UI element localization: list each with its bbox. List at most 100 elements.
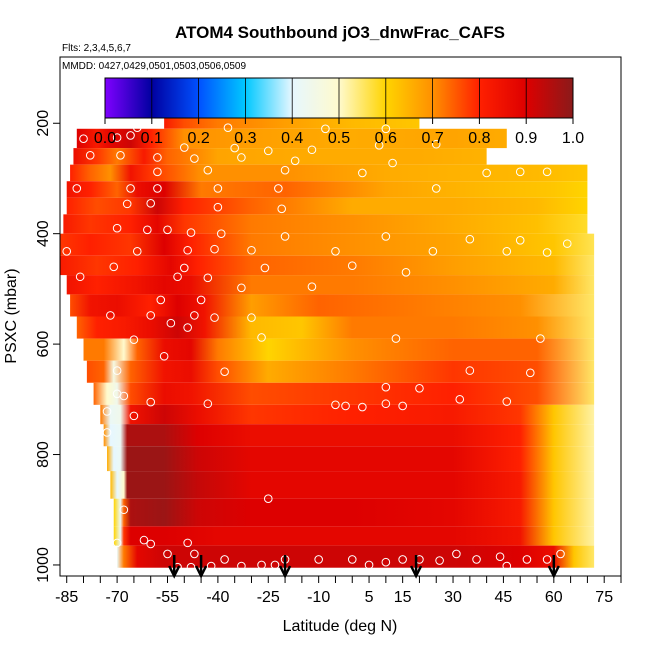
x-axis-label: Latitude (deg N) [283,618,398,635]
sample-point [139,535,149,545]
colorbar-tick-label: 0.6 [375,130,397,147]
colorbar-tick-label: 0.0 [94,130,116,147]
sample-point [213,184,223,193]
sample-point [166,318,176,328]
x-axis: -85 -70 -55 -40 -25 -10 5 15 30 45 60 75 [55,576,622,606]
sample-point [129,335,139,344]
x-tick-label: 60 [545,589,563,606]
sample-point [502,247,512,256]
sample-point [146,199,156,208]
sample-point [173,272,182,282]
heatmap-band [66,181,588,198]
sample-point [455,395,465,404]
sample-point [183,323,192,332]
sample-point [388,158,397,168]
sample-point [126,184,135,193]
sample-point [213,202,223,212]
sample-point [102,407,112,416]
sample-point [472,555,481,564]
heatmap-band [117,545,595,568]
sample-point [210,313,219,322]
sample-point [247,313,256,322]
x-tick-label: -85 [55,589,78,606]
sample-point [358,402,367,412]
sample-point [109,262,119,272]
sample-point [347,555,357,564]
y-tick-label: 1000 [35,547,52,583]
sample-point [482,168,491,178]
heatmap-band [107,446,595,472]
sample-point [183,245,192,255]
sample-point [270,560,280,570]
sample-point [331,247,340,256]
sample-point [381,557,391,567]
sample-point [143,225,152,235]
sample-point [159,351,169,361]
sample-point [190,154,199,163]
sample-point [331,400,340,410]
heatmap-band [66,197,588,215]
x-tick-label: -55 [156,589,179,606]
sample-point [247,245,256,255]
heatmap-band [113,498,595,527]
sample-point [112,366,122,375]
sample-point [431,139,441,149]
sample-point [381,382,391,392]
sample-point [314,555,323,564]
sample-point [153,153,162,162]
sample-point [132,123,142,132]
chart-title: ATOM4 Southbound jO3_dnwFrac_CAFS [175,23,505,42]
sample-point [216,229,226,238]
sample-point [398,401,407,411]
sample-point [220,555,229,564]
sample-point [260,263,270,273]
heatmap-band [60,255,595,276]
sample-point [92,475,102,484]
sample-point [257,333,266,342]
dates-note: MMDD: 0427,0429,0501,0503,0506,0509 [62,61,246,72]
sample-point [381,232,391,241]
sample-point [515,236,525,245]
heatmap-band [70,164,588,182]
sample-point [85,150,95,160]
sample-point [146,397,156,407]
heatmap-band [83,338,595,361]
sample-point [515,167,525,177]
colorbar-tick-label: 1.0 [562,130,584,147]
heatmap-band [110,471,595,499]
sample-point [106,311,115,320]
colorbar-tick-label: 0.5 [328,130,350,147]
sample-point [119,391,129,401]
colorbar: 0.0 0.1 0.2 0.3 0.4 0.5 0.6 0.7 0.8 0.9 1.0 [94,77,584,147]
sample-point [206,561,216,571]
flights-note: Flts: 2,3,4,5,6,7 [62,43,131,54]
colorbar-tick-label: 0.8 [468,130,490,147]
x-tick-label: 30 [444,589,462,606]
x-tick-label: 75 [595,589,613,606]
sample-point [465,234,475,244]
sample-point [381,124,391,134]
sample-point [183,538,192,548]
sample-point [163,549,172,559]
heatmap-band [76,316,595,339]
sample-point [428,247,438,256]
heatmap-band [86,360,595,383]
sample-point [495,552,505,561]
sample-point [452,549,461,559]
sample-point [562,239,572,248]
sample-point [536,334,545,343]
sample-point [307,145,317,155]
sample-point [146,539,156,549]
sample-point [381,399,391,409]
sample-point [186,562,196,572]
sample-point [62,247,72,256]
heatmap-band [66,275,595,295]
y-tick-label: 200 [35,110,52,137]
sample-point [112,223,122,233]
sample-point [321,124,330,134]
sample-point [431,184,441,193]
sample-point [542,248,552,257]
sample-points [62,123,572,572]
sample-point [542,167,552,177]
